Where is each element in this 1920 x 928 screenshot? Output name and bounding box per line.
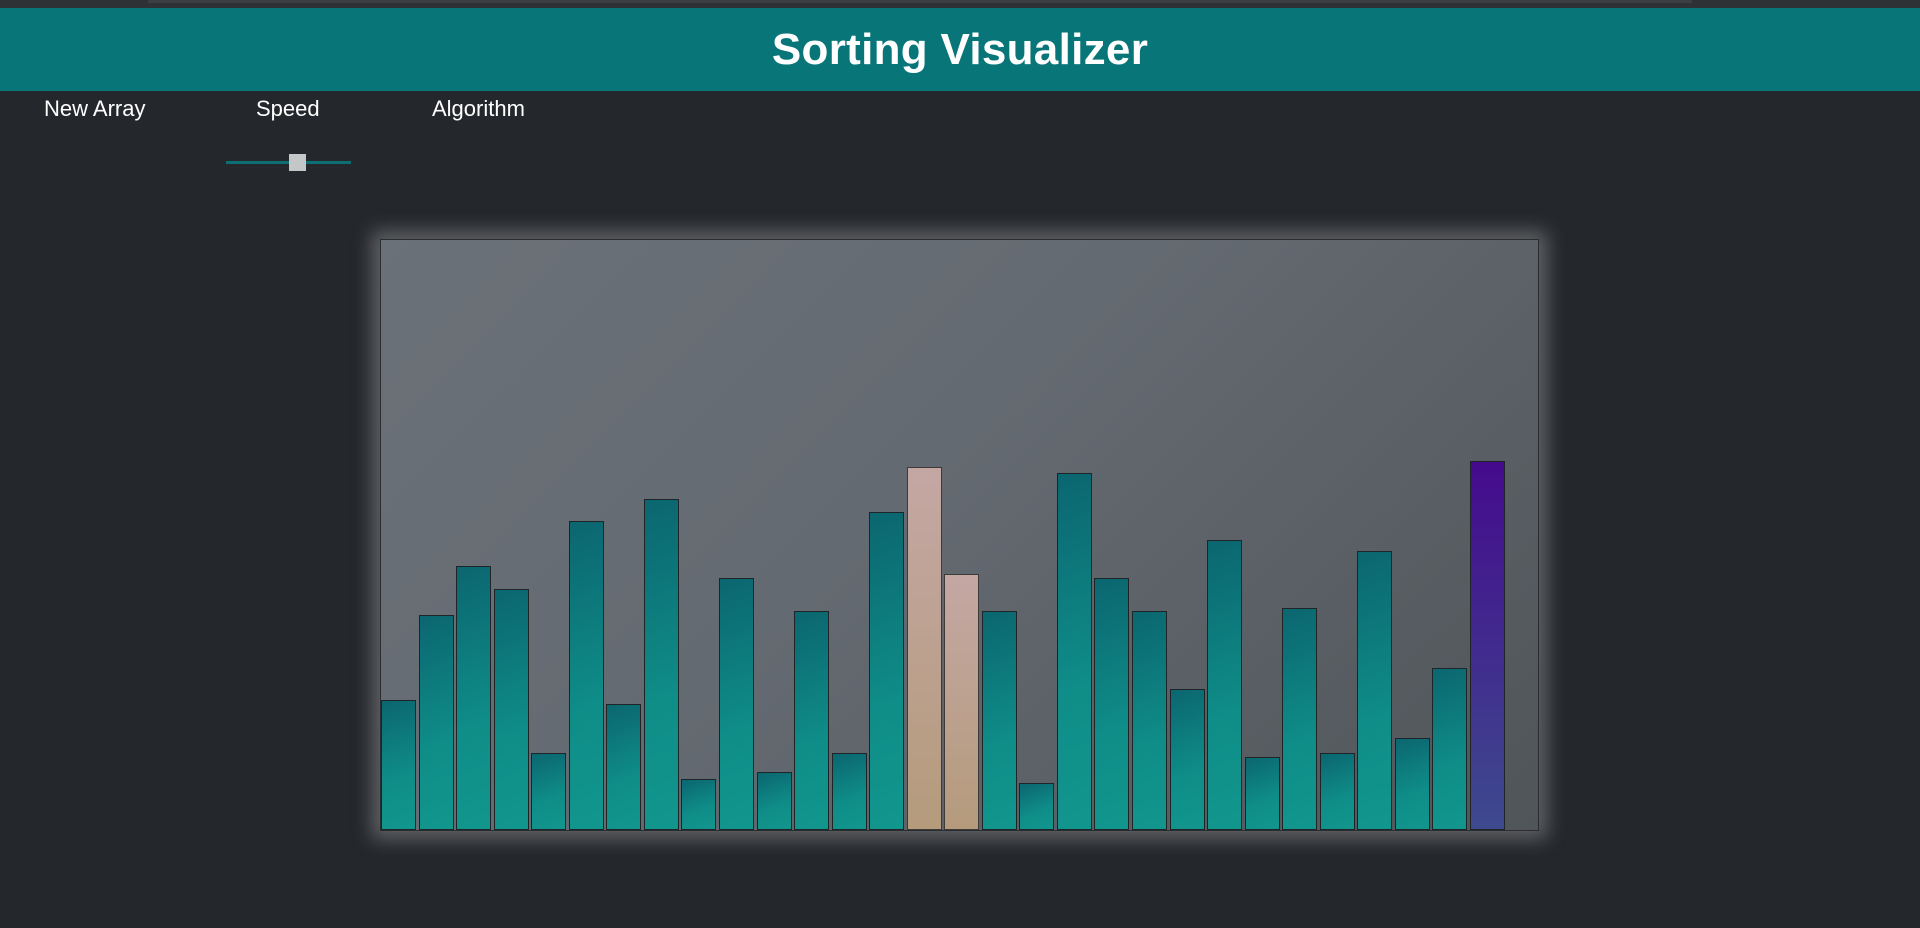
- array-bar: [1094, 577, 1130, 830]
- array-bar: [944, 573, 980, 830]
- array-bar: [456, 565, 492, 830]
- array-bar: [1056, 473, 1092, 830]
- array-bar: [981, 610, 1017, 830]
- browser-top-strip: [0, 0, 1920, 8]
- browser-top-bar: [148, 0, 1692, 3]
- array-bar: [1207, 539, 1243, 830]
- array-bar: [869, 512, 905, 830]
- speed-slider-thumb[interactable]: [288, 154, 306, 171]
- array-bar: [906, 467, 942, 830]
- new-array-button[interactable]: New Array: [44, 96, 146, 121]
- array-bar: [568, 521, 604, 830]
- visualization-canvas: [380, 239, 1539, 831]
- array-bar: [1282, 607, 1318, 830]
- array-bar: [1357, 550, 1393, 830]
- array-bar: [1469, 461, 1505, 830]
- array-bar: [606, 704, 642, 830]
- array-bar: [756, 772, 792, 830]
- array-bar: [1319, 753, 1355, 830]
- array-bar: [1244, 757, 1280, 830]
- speed-slider-track[interactable]: [226, 161, 351, 164]
- speed-label: Speed: [256, 96, 320, 121]
- array-bar: [1169, 689, 1205, 830]
- speed-slider[interactable]: [226, 152, 351, 172]
- array-bar: [418, 614, 454, 830]
- array-bar: [794, 610, 830, 830]
- bars-container: [381, 240, 1538, 830]
- page-title: Sorting Visualizer: [771, 24, 1149, 74]
- array-bar: [681, 779, 717, 830]
- app-header: Sorting Visualizer: [0, 8, 1920, 91]
- array-bar: [643, 499, 679, 830]
- array-bar: [1132, 610, 1167, 830]
- array-bar: [531, 753, 567, 830]
- array-bar: [1432, 667, 1468, 830]
- array-bar: [381, 700, 416, 830]
- array-bar: [718, 577, 754, 830]
- algorithm-button[interactable]: Algorithm: [432, 96, 525, 121]
- array-bar: [1019, 783, 1055, 830]
- array-bar: [831, 753, 867, 830]
- array-bar: [1394, 738, 1430, 830]
- array-bar: [493, 588, 529, 830]
